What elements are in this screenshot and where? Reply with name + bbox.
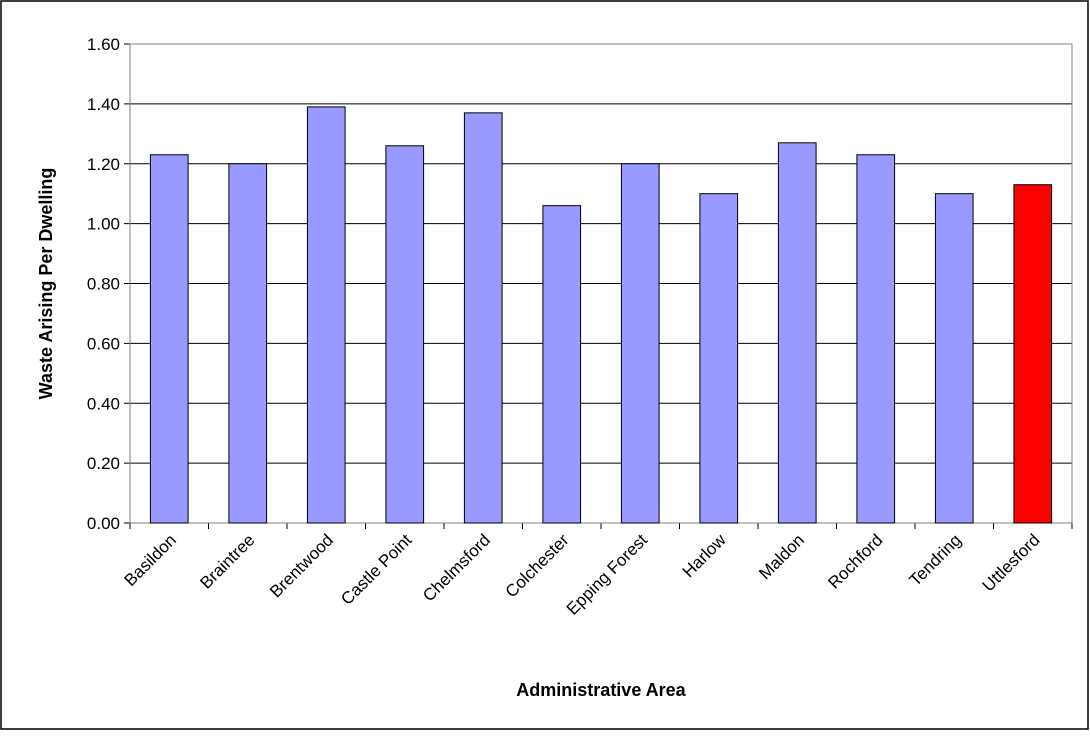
bar-rochford [856,154,896,524]
bar-castle-point [385,145,425,524]
bars [149,106,1053,524]
y-tick-label: 0.00 [87,514,120,533]
y-tick-labels: 0.00 0.20 0.40 0.60 0.80 1.00 1.20 1.40 1.60 [87,35,120,533]
y-axis-title: Waste Arising Per Dwelling [36,168,56,400]
y-tick-label: 1.00 [87,215,120,234]
bar-basildon [149,154,189,524]
y-tick-label: 1.60 [87,35,120,54]
bar-chelmsford [463,112,503,524]
bar-colchester [542,205,582,524]
y-tick-label: 0.80 [87,275,120,294]
y-tick-label: 1.40 [87,95,120,114]
bar-harlow [699,193,739,524]
bar-brentwood [306,106,346,524]
bar-tendring [934,193,974,524]
y-tick-label: 0.20 [87,454,120,473]
y-tick-label: 1.20 [87,155,120,174]
bar-uttlesford [1013,184,1053,524]
y-tick-label: 0.60 [87,334,120,353]
plot-area [129,43,1073,524]
bar-braintree [228,163,268,524]
y-tick-label: 0.40 [87,394,120,413]
bar-maldon [777,142,817,524]
x-axis-title: Administrative Area [516,680,686,700]
bar-epping-forest [620,163,660,524]
